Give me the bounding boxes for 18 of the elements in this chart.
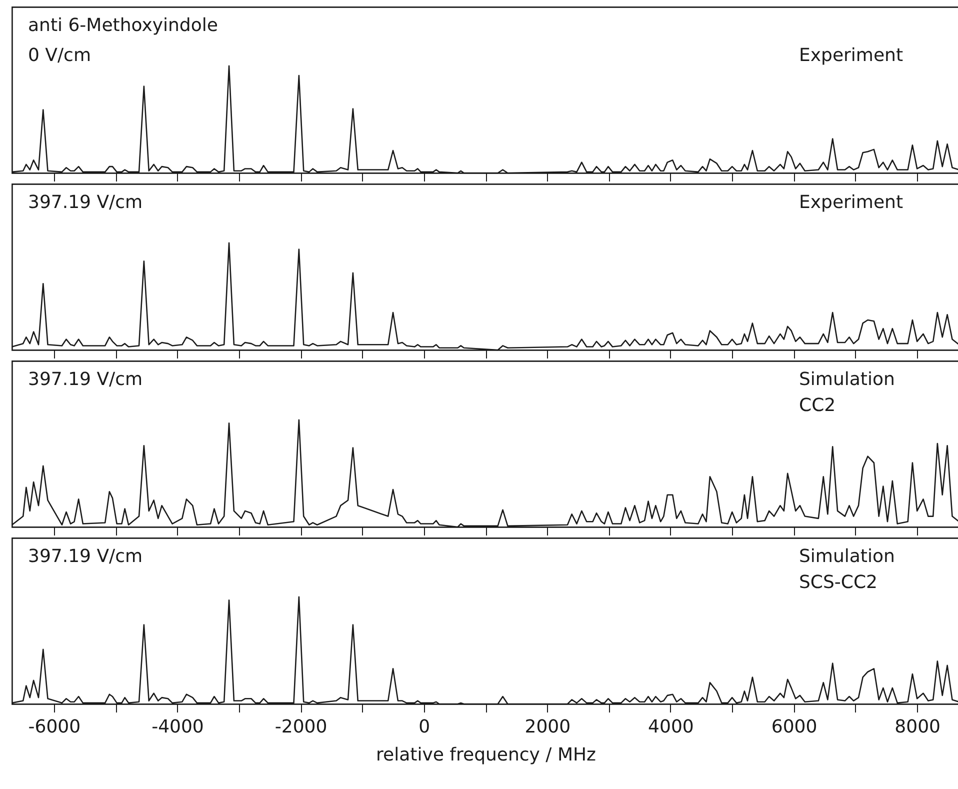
x-tick-label: -4000 [152, 716, 204, 738]
text: Simulation SCS-CC2 [799, 546, 895, 593]
chart-title: anti 6-Methoxyindole [28, 15, 218, 36]
x-tick-label: -2000 [274, 716, 328, 738]
x-tick-label: 4000 [648, 716, 694, 738]
annotation: Experiment [799, 45, 904, 66]
text: 397.19 V/cm [28, 192, 143, 213]
text: Experiment [799, 192, 904, 213]
x-tick-label: 2000 [524, 716, 571, 738]
text: 397.19 V/cm [28, 369, 143, 390]
x-tick-label: 6000 [771, 716, 818, 738]
x-tick-label: 8000 [894, 716, 940, 738]
text: 397.19 V/cm [28, 546, 143, 567]
x-axis-title: relative frequency / MHz [376, 744, 596, 766]
text: Simulation CC2 [799, 369, 895, 416]
x-tick-label: 0 [418, 716, 430, 738]
annotation: 0 V/cm [28, 45, 91, 66]
x-tick-label: -6000 [28, 716, 81, 738]
